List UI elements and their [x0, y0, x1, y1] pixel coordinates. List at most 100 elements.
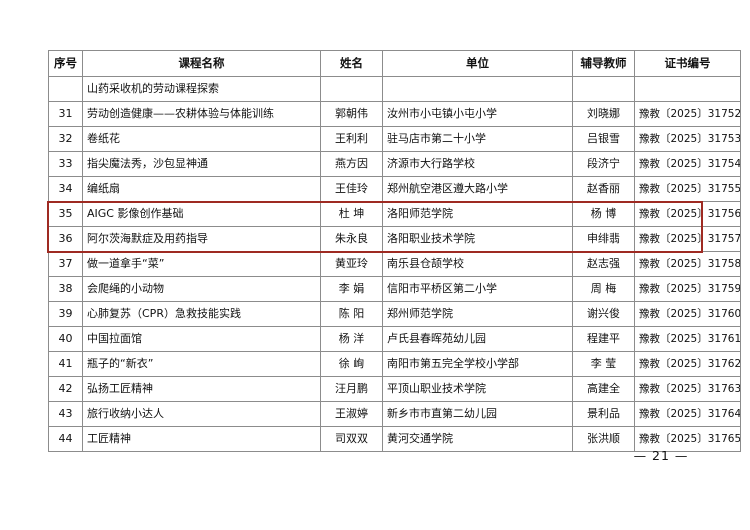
cell-cert-no: 豫教〔2025〕31758 — [634, 251, 741, 277]
table-header: 序号 课程名称 姓名 单位 辅导教师 证书编号 — [48, 50, 741, 77]
cell-cert-no: 豫教〔2025〕31756 — [634, 201, 741, 227]
cell-person-name: 汪月鹏 — [320, 376, 383, 402]
cell-person-name: 李 娟 — [320, 276, 383, 302]
cell-person-name: 陈 阳 — [320, 301, 383, 327]
cell-course-name: 心肺复苏（CPR）急救技能实践 — [82, 301, 321, 327]
column-header-person-name: 姓名 — [320, 50, 383, 77]
column-header-unit: 单位 — [382, 50, 573, 77]
cell-seq: 39 — [48, 301, 83, 327]
cell-tutor: 赵香丽 — [572, 176, 635, 202]
cell-tutor: 申绯翡 — [572, 226, 635, 252]
cell-person-name: 徐 峋 — [320, 351, 383, 377]
cell-person-name — [320, 76, 383, 102]
cell-course-name: 中国拉面馆 — [82, 326, 321, 352]
cell-cert-no: 豫教〔2025〕31759 — [634, 276, 741, 302]
page-number: — 21 — — [633, 448, 689, 463]
cell-seq: 33 — [48, 151, 83, 177]
cell-seq: 37 — [48, 251, 83, 277]
cell-course-name: 做一道拿手“菜” — [82, 251, 321, 277]
table-row: 43 旅行收纳小达人 王淑婷 新乡市市直第二幼儿园 景利品 豫教〔2025〕31764 — [48, 401, 741, 427]
cell-unit: 卢氏县春晖苑幼儿园 — [382, 326, 573, 352]
cell-unit: 郑州师范学院 — [382, 301, 573, 327]
cell-person-name: 王利利 — [320, 126, 383, 152]
cell-tutor — [572, 76, 635, 102]
cell-course-name: 工匠精神 — [82, 426, 321, 452]
certificate-table-container: 序号 课程名称 姓名 单位 辅导教师 证书编号 山药采收机的劳动课程探索 31 劳动… — [48, 50, 741, 452]
cell-cert-no: 豫教〔2025〕31754 — [634, 151, 741, 177]
table-header-row: 序号 课程名称 姓名 单位 辅导教师 证书编号 — [48, 50, 741, 77]
cell-seq: 31 — [48, 101, 83, 127]
cell-person-name: 朱永良 — [320, 226, 383, 252]
cell-tutor: 周 梅 — [572, 276, 635, 302]
cell-seq: 38 — [48, 276, 83, 302]
cell-person-name: 郭朝伟 — [320, 101, 383, 127]
column-header-course-name: 课程名称 — [82, 50, 321, 77]
cell-course-name: 山药采收机的劳动课程探索 — [82, 76, 321, 102]
table-row: 33 指尖魔法秀，沙包显神通 燕方因 济源市大行路学校 段济宁 豫教〔2025〕31754 — [48, 151, 741, 177]
cell-unit: 洛阳师范学院 — [382, 201, 573, 227]
table-row: 44 工匠精神 司双双 黄河交通学院 张洪顺 豫教〔2025〕31765 — [48, 426, 741, 452]
cell-tutor: 刘晓娜 — [572, 101, 635, 127]
cell-unit: 平顶山职业技术学院 — [382, 376, 573, 402]
table-row: 38 会爬绳的小动物李 娟信阳市平桥区第二小学周 梅豫教〔2025〕31759 — [48, 276, 741, 302]
cell-unit: 南阳市第五完全学校小学部 — [382, 351, 573, 377]
table-row: 37 做一道拿手“菜” 黄亚玲 南乐县仓颉学校 赵志强 豫教〔2025〕31758 — [48, 251, 741, 277]
cell-seq: 43 — [48, 401, 83, 427]
cell-unit: 济源市大行路学校 — [382, 151, 573, 177]
cell-course-name: 旅行收纳小达人 — [82, 401, 321, 427]
cell-seq: 34 — [48, 176, 83, 202]
cell-cert-no: 豫教〔2025〕31752 — [634, 101, 741, 127]
cell-person-name: 黄亚玲 — [320, 251, 383, 277]
cell-unit: 汝州市小屯镇小屯小学 — [382, 101, 573, 127]
column-header-seq: 序号 — [48, 50, 83, 77]
cell-cert-no: 豫教〔2025〕31764 — [634, 401, 741, 427]
certificate-table: 序号 课程名称 姓名 单位 辅导教师 证书编号 山药采收机的劳动课程探索 31 劳动… — [48, 50, 741, 452]
cell-unit: 信阳市平桥区第二小学 — [382, 276, 573, 302]
cell-unit: 驻马店市第二十小学 — [382, 126, 573, 152]
cell-tutor: 程建平 — [572, 326, 635, 352]
cell-tutor: 吕银雪 — [572, 126, 635, 152]
cell-course-name: 卷纸花 — [82, 126, 321, 152]
table-row: 39 心肺复苏（CPR）急救技能实践陈 阳郑州师范学院 谢兴俊 豫教〔2025〕317… — [48, 301, 741, 327]
cell-unit: 新乡市市直第二幼儿园 — [382, 401, 573, 427]
cell-cert-no: 豫教〔2025〕31755 — [634, 176, 741, 202]
column-header-cert-no: 证书编号 — [634, 50, 741, 77]
cell-seq: 40 — [48, 326, 83, 352]
cell-tutor: 杨 博 — [572, 201, 635, 227]
cell-unit — [382, 76, 573, 102]
cell-cert-no: 豫教〔2025〕31762 — [634, 351, 741, 377]
table-row: 34 编纸扇 王佳玲 郑州航空港区遵大路小学 赵香丽 豫教〔2025〕31755 — [48, 176, 741, 202]
cell-course-name: AIGC 影像创作基础 — [82, 201, 321, 227]
table-row: 31 劳动创造健康——农耕体验与体能训练 郭朝伟 汝州市小屯镇小屯小学 刘晓娜 豫教〔20… — [48, 101, 741, 127]
cell-course-name: 瓶子的“新衣” — [82, 351, 321, 377]
cell-course-name: 阿尔茨海默症及用药指导 — [82, 226, 321, 252]
table-row: 35 AIGC 影像创作基础杜 坤洛阳师范学院杨 博豫教〔2025〕31756 — [48, 201, 741, 227]
cell-tutor: 段济宁 — [572, 151, 635, 177]
table-body: 山药采收机的劳动课程探索 31 劳动创造健康——农耕体验与体能训练 郭朝伟 汝州市小屯镇… — [48, 76, 741, 452]
cell-course-name: 指尖魔法秀，沙包显神通 — [82, 151, 321, 177]
cell-tutor: 景利品 — [572, 401, 635, 427]
cell-cert-no: 豫教〔2025〕31760 — [634, 301, 741, 327]
cell-seq: 42 — [48, 376, 83, 402]
cell-unit: 黄河交通学院 — [382, 426, 573, 452]
table-row: 42 弘扬工匠精神 汪月鹏 平顶山职业技术学院 高建全 豫教〔2025〕31763 — [48, 376, 741, 402]
cell-seq: 35 — [48, 201, 83, 227]
cell-person-name: 王佳玲 — [320, 176, 383, 202]
column-header-tutor: 辅导教师 — [572, 50, 635, 77]
cell-cert-no: 豫教〔2025〕31765 — [634, 426, 741, 452]
cell-cert-no: 豫教〔2025〕31761 — [634, 326, 741, 352]
cell-person-name: 王淑婷 — [320, 401, 383, 427]
cell-tutor: 赵志强 — [572, 251, 635, 277]
cell-cert-no: 豫教〔2025〕31753 — [634, 126, 741, 152]
cell-seq: 41 — [48, 351, 83, 377]
cell-course-name: 会爬绳的小动物 — [82, 276, 321, 302]
cell-person-name: 杜 坤 — [320, 201, 383, 227]
cell-unit: 郑州航空港区遵大路小学 — [382, 176, 573, 202]
cell-cert-no: 豫教〔2025〕31757 — [634, 226, 741, 252]
cell-cert-no — [634, 76, 741, 102]
table-row: 41 瓶子的“新衣” 徐 峋南阳市第五完全学校小学部李 莹豫教〔2025〕31762 — [48, 351, 741, 377]
cell-person-name: 杨 洋 — [320, 326, 383, 352]
cell-seq: 44 — [48, 426, 83, 452]
cell-course-name: 弘扬工匠精神 — [82, 376, 321, 402]
